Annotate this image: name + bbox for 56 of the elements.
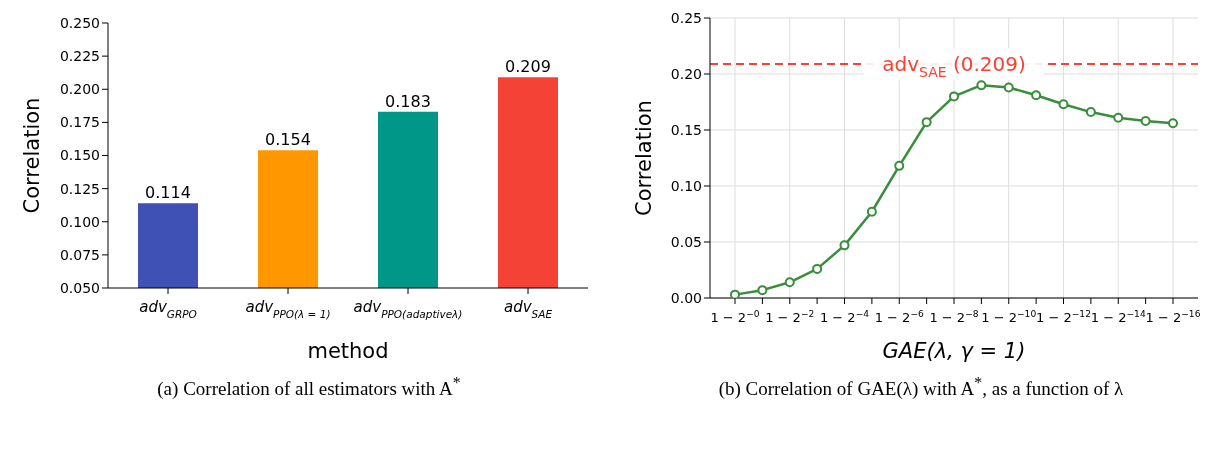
y-tick-label: 0.15 [670, 121, 702, 138]
x-tick-label: 1 − 2$^{−8}$ [929, 309, 979, 325]
y-tick-label: 0.075 [59, 246, 100, 263]
y-tick-label: 0.10 [670, 177, 702, 194]
point [1031, 90, 1042, 101]
x-tick-label: adv$_{PPO(adaptiveλ)}$ [353, 298, 463, 320]
y-tick-label: 0.20 [670, 65, 702, 82]
y-tick-label: 0.175 [59, 114, 100, 131]
point [976, 80, 987, 91]
point [1058, 99, 1069, 110]
text: (b) Correlation of GAE(λ) with A$^{*}$, as a function of λ [717, 374, 1125, 401]
point [1085, 107, 1096, 118]
y-tick-label: 0.25 [670, 9, 702, 26]
x-axis-title: GAE(λ, γ = 1) [882, 339, 1026, 363]
y-tick-label: 0.100 [59, 213, 100, 230]
y-axis-title: Correlation [632, 100, 656, 216]
x-tick-label: 1 − 2$^{−14}$ [1090, 309, 1146, 325]
point [894, 160, 905, 171]
point [839, 240, 850, 251]
data-label: 0.183 [385, 91, 431, 111]
point [812, 263, 823, 274]
y-tick-label: 0.050 [59, 279, 100, 296]
point [1003, 82, 1014, 93]
x-tick-label: 1 − 2$^{−0}$ [710, 309, 760, 325]
x-tick-label: adv$_{PPO(λ = 1)}$ [245, 298, 331, 320]
y-tick-label: 0.00 [670, 289, 702, 306]
ref-line-label: adv$_{SAE}$ (0.209) [882, 51, 1026, 80]
x-tick-label: 1 − 2$^{−12}$ [1036, 309, 1091, 325]
y-tick-label: 0.225 [59, 48, 100, 65]
x-axis-title: method [307, 339, 389, 363]
y-tick-label: 0.250 [59, 14, 100, 31]
y-tick-label: 0.05 [670, 233, 702, 250]
x-tick-label: adv$_{GRPO}$ [139, 298, 197, 320]
x-tick-label: 1 − 2$^{−4}$ [819, 309, 870, 325]
point [1140, 116, 1151, 127]
x-tick-label: 1 − 2$^{−6}$ [874, 309, 925, 325]
x-tick-label: 1 − 2$^{−16}$ [1145, 309, 1201, 325]
point [1113, 112, 1124, 123]
y-tick-label: 0.200 [59, 81, 100, 98]
y-axis-title: Correlation [20, 97, 44, 214]
y-tick-label: 0.150 [59, 147, 100, 164]
data-label: 0.154 [265, 130, 311, 150]
y-tick-label: 0.125 [59, 180, 100, 197]
point [1168, 118, 1178, 129]
point [921, 117, 932, 128]
x-tick-label: 1 − 2$^{−10}$ [981, 309, 1037, 325]
data-label: 0.209 [505, 57, 551, 77]
x-tick-label: 1 − 2$^{−2}$ [765, 309, 815, 325]
data-label: 0.114 [145, 183, 191, 203]
text: (a) Correlation of all estimators with A$^{*}$ [156, 374, 462, 401]
point [866, 206, 877, 217]
point [730, 289, 740, 298]
point [784, 277, 795, 288]
point [949, 91, 959, 102]
x-tick-label: adv$_{SAE}$ [503, 298, 553, 320]
point [757, 285, 768, 296]
